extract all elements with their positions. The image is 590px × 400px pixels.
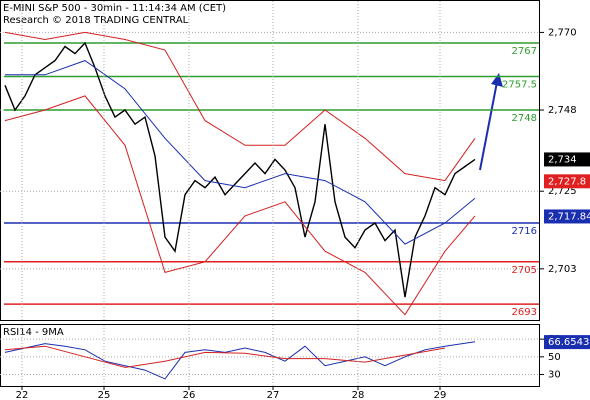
- series-line: [4, 31, 476, 182]
- price-tag: [544, 335, 590, 350]
- x-tick-label: 29: [434, 390, 447, 400]
- y-tick-label: 2,703: [548, 264, 577, 275]
- chart-subtitle: Research © 2018 TRADING CENTRAL: [3, 15, 189, 26]
- series-line: [4, 41, 476, 298]
- x-tick-label: 22: [16, 390, 29, 400]
- y-tick-label: 30: [548, 370, 561, 381]
- price-tag-label: 66.6543: [548, 337, 589, 348]
- price-tag-label: 2,734: [548, 154, 577, 165]
- y-tick-label: 2,770: [548, 27, 577, 38]
- level-label: 2705: [512, 265, 537, 276]
- level-label: 2693: [512, 307, 537, 318]
- price-tag-label: 2,727.8: [548, 176, 586, 187]
- y-tick-label: 2,725: [548, 186, 577, 197]
- series-line: [4, 95, 476, 316]
- rsi-title: RSI14 - 9MA: [3, 327, 64, 338]
- x-tick-label: 26: [183, 390, 196, 400]
- price-tag: [544, 152, 590, 167]
- y-tick-label: 50: [548, 352, 561, 363]
- x-tick-label: 25: [98, 390, 111, 400]
- series-line: [5, 60, 476, 245]
- x-tick-label: 28: [352, 390, 365, 400]
- price-tag: [544, 209, 590, 224]
- chart-title: E-MINI S&P 500 - 30min - 11:14:34 AM (CE…: [3, 3, 226, 14]
- level-label: 2767: [512, 46, 537, 57]
- forecast-arrow: [479, 81, 498, 171]
- y-tick-label: 2,748: [548, 105, 577, 116]
- series-line: [4, 345, 446, 368]
- x-tick-label: 27: [267, 390, 280, 400]
- level-label: 2748: [512, 113, 537, 124]
- price-tag: [544, 174, 590, 189]
- main-panel: [0, 0, 540, 321]
- series-line: [4, 341, 476, 380]
- price-tag-label: 2,717.84: [548, 211, 590, 222]
- rsi-panel: [0, 324, 540, 387]
- level-label: 2716: [512, 226, 537, 237]
- level-label: 2757.5: [502, 80, 537, 91]
